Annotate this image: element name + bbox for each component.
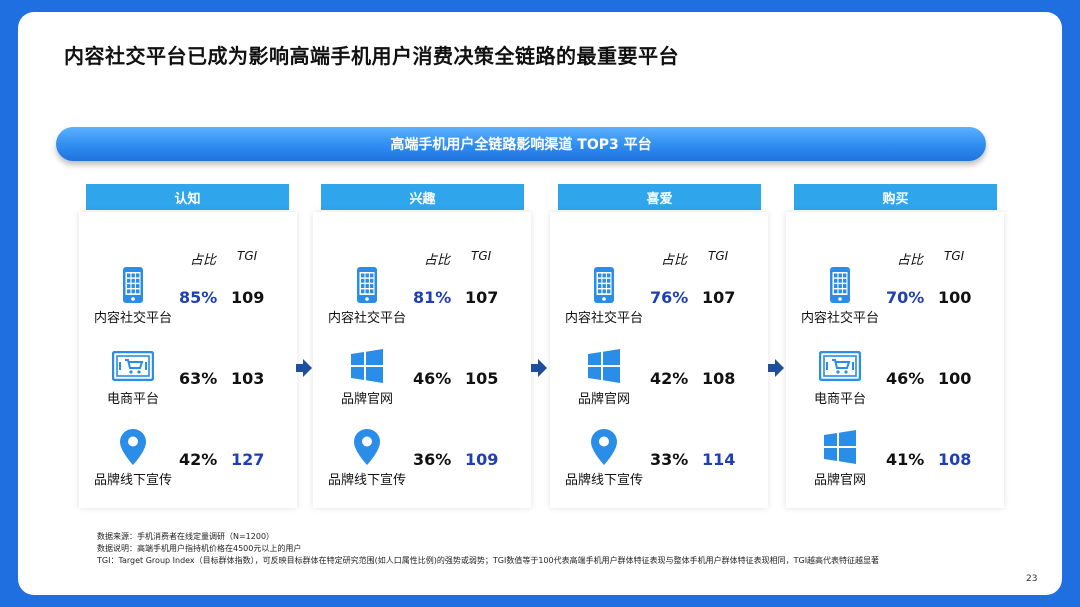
tgi-value: 127 <box>231 450 265 469</box>
channel-label: 品牌官网 <box>813 473 866 488</box>
share-value: 42% <box>179 450 218 469</box>
channel-row: 电商平台 63% 103 <box>79 347 297 411</box>
channel-row: 电商平台 46% 100 <box>786 347 1004 411</box>
share-value: 76% <box>650 288 689 307</box>
channel-row: 内容社交平台 85% 109 <box>79 266 297 330</box>
channel-label: 品牌官网 <box>340 392 393 407</box>
share-column-header: 占比 <box>190 253 217 268</box>
channel-label: 电商平台 <box>106 392 159 407</box>
channel-row: 内容社交平台 70% 100 <box>786 266 1004 330</box>
stage-header: 购买 <box>794 184 997 210</box>
channel-row: 内容社交平台 81% 107 <box>313 266 531 330</box>
section-banner: 高端手机用户全链路影响渠道 TOP3 平台 <box>56 127 986 161</box>
stage-header: 兴趣 <box>321 184 524 210</box>
channel-label: 品牌线下宣传 <box>327 473 406 488</box>
stage-header: 认知 <box>86 184 289 210</box>
channel-label: 品牌线下宣传 <box>564 473 643 488</box>
share-value: 46% <box>413 369 452 388</box>
tgi-value: 107 <box>702 288 736 307</box>
channel-label: 品牌官网 <box>577 392 630 407</box>
channel-row: 内容社交平台 76% 107 <box>550 266 768 330</box>
tgi-value: 109 <box>465 450 499 469</box>
tgi-value: 103 <box>231 369 265 388</box>
page-title: 内容社交平台已成为影响高端手机用户消费决策全链路的最重要平台 <box>64 44 679 68</box>
location-pin-icon <box>313 428 421 466</box>
windows-icon <box>786 428 894 466</box>
footnote-definition: 数据说明：高端手机用户指持机价格在4500元以上的用户 <box>97 544 302 553</box>
tgi-value: 105 <box>465 369 499 388</box>
share-value: 36% <box>413 450 452 469</box>
windows-icon <box>313 347 421 385</box>
location-pin-icon <box>550 428 658 466</box>
tgi-value: 107 <box>465 288 499 307</box>
channel-label: 内容社交平台 <box>327 311 406 326</box>
phone-grid-icon <box>550 266 658 304</box>
channel-row: 品牌官网 41% 108 <box>786 428 1004 492</box>
ecommerce-cart-icon <box>786 347 894 385</box>
channel-label: 电商平台 <box>813 392 866 407</box>
channel-row: 品牌线下宣传 33% 114 <box>550 428 768 492</box>
channel-row: 品牌官网 46% 105 <box>313 347 531 411</box>
stage-panel: 占比 TGI 内容社交平台 81% 107 品牌官网 46% 105 品牌线下宣传 36% 109 <box>313 212 531 508</box>
share-value: 85% <box>179 288 218 307</box>
stage-panel: 占比 TGI 内容社交平台 85% 109 电商平台 63% 103 品牌线下宣传 42% 127 <box>79 212 297 508</box>
windows-icon <box>550 347 658 385</box>
share-value: 41% <box>886 450 925 469</box>
tgi-value: 109 <box>231 288 265 307</box>
footnote-tgi: TGI：Target Group Index（目标群体指数），可反映目标群体在特… <box>97 556 880 565</box>
page-number: 23 <box>1026 574 1038 584</box>
tgi-value: 100 <box>938 288 972 307</box>
share-column-header: 占比 <box>424 253 451 268</box>
share-value: 70% <box>886 288 925 307</box>
tgi-value: 100 <box>938 369 972 388</box>
tgi-value: 108 <box>702 369 736 388</box>
stage-panel: 占比 TGI 内容社交平台 70% 100 电商平台 46% 100 品牌官网 41% 108 <box>786 212 1004 508</box>
tgi-column-header: TGI <box>471 249 492 263</box>
tgi-column-header: TGI <box>944 249 965 263</box>
tgi-column-header: TGI <box>237 249 258 263</box>
share-column-header: 占比 <box>661 253 688 268</box>
flow-arrow-icon <box>296 358 312 378</box>
flow-arrow-icon <box>531 358 547 378</box>
channel-row: 品牌官网 42% 108 <box>550 347 768 411</box>
share-value: 81% <box>413 288 452 307</box>
ecommerce-cart-icon <box>79 347 187 385</box>
channel-row: 品牌线下宣传 42% 127 <box>79 428 297 492</box>
channel-label: 内容社交平台 <box>564 311 643 326</box>
channel-label: 内容社交平台 <box>93 311 172 326</box>
footnote-source: 数据来源：手机消费者在线定量调研（N=1200） <box>97 532 275 541</box>
channel-row: 品牌线下宣传 36% 109 <box>313 428 531 492</box>
stage-panel: 占比 TGI 内容社交平台 76% 107 品牌官网 42% 108 品牌线下宣传 33% 114 <box>550 212 768 508</box>
tgi-value: 108 <box>938 450 972 469</box>
stage-header: 喜爱 <box>558 184 761 210</box>
share-value: 42% <box>650 369 689 388</box>
flow-arrow-icon <box>768 358 784 378</box>
phone-grid-icon <box>786 266 894 304</box>
channel-label: 内容社交平台 <box>800 311 879 326</box>
share-value: 33% <box>650 450 689 469</box>
tgi-value: 114 <box>702 450 736 469</box>
channel-label: 品牌线下宣传 <box>93 473 172 488</box>
phone-grid-icon <box>79 266 187 304</box>
share-value: 46% <box>886 369 925 388</box>
location-pin-icon <box>79 428 187 466</box>
tgi-column-header: TGI <box>708 249 729 263</box>
phone-grid-icon <box>313 266 421 304</box>
share-value: 63% <box>179 369 218 388</box>
share-column-header: 占比 <box>897 253 924 268</box>
